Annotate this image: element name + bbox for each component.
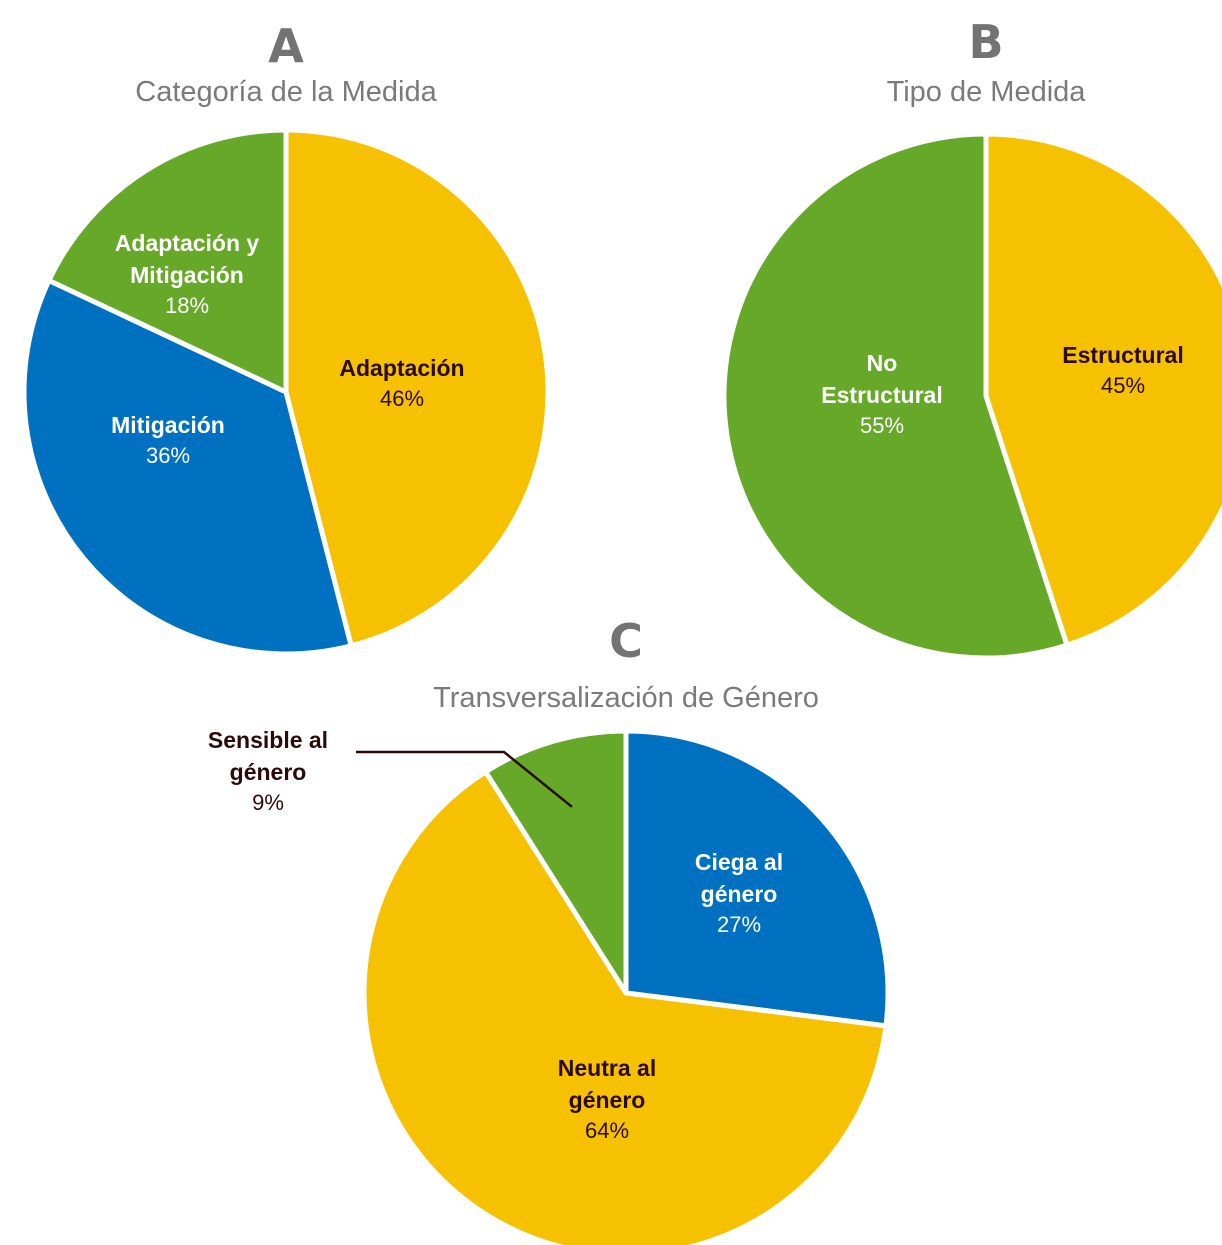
pie-slice xyxy=(361,769,889,1245)
slice-value: 46% xyxy=(380,386,424,411)
slice-label: Estructural xyxy=(1062,342,1183,368)
pie-slice xyxy=(721,131,1070,661)
pie-slice xyxy=(46,127,289,395)
slice-value: 27% xyxy=(717,912,761,937)
slice-label: Adaptación xyxy=(339,355,464,381)
slice-label: Ciega al xyxy=(695,849,783,875)
slice-label: Adaptación y xyxy=(115,230,260,256)
pie-slice xyxy=(983,131,1222,648)
slice-label: No xyxy=(867,350,898,376)
pie-slice xyxy=(21,277,354,657)
slice-value: 36% xyxy=(146,443,190,468)
slice-value: 45% xyxy=(1101,373,1145,398)
slice-label: género xyxy=(701,881,778,907)
slice-value: 64% xyxy=(585,1118,629,1143)
pie-chart-c: C Transversalización de Género Ciega al gén… xyxy=(208,614,891,1245)
chart-subtitle: Categoría de la Medida xyxy=(135,76,437,108)
pie-slice xyxy=(483,728,629,996)
pie-chart-b: B Tipo de Medida Estructural 45% No Estructur… xyxy=(721,15,1222,661)
slice-value: 9% xyxy=(252,790,284,815)
slice-label: Mitigación xyxy=(111,412,225,438)
pie-slice xyxy=(283,127,551,649)
slice-label: género xyxy=(569,1087,646,1113)
slice-label: Neutra al xyxy=(558,1055,656,1081)
slice-value: 55% xyxy=(860,413,904,438)
panel-letter: A xyxy=(268,19,304,73)
slice-value: 18% xyxy=(165,293,209,318)
chart-subtitle: Tipo de Medida xyxy=(887,76,1087,108)
chart-subtitle: Transversalización de Género xyxy=(433,682,819,714)
slice-label: género xyxy=(230,759,307,785)
slice-label: Estructural xyxy=(821,382,942,408)
slice-label: Mitigación xyxy=(130,262,244,288)
panel-letter: B xyxy=(968,15,1003,69)
callout-leader-line xyxy=(356,750,573,808)
pie-slice xyxy=(623,728,891,1029)
panel-letter: C xyxy=(609,614,643,668)
slice-label: Sensible al xyxy=(208,727,328,753)
